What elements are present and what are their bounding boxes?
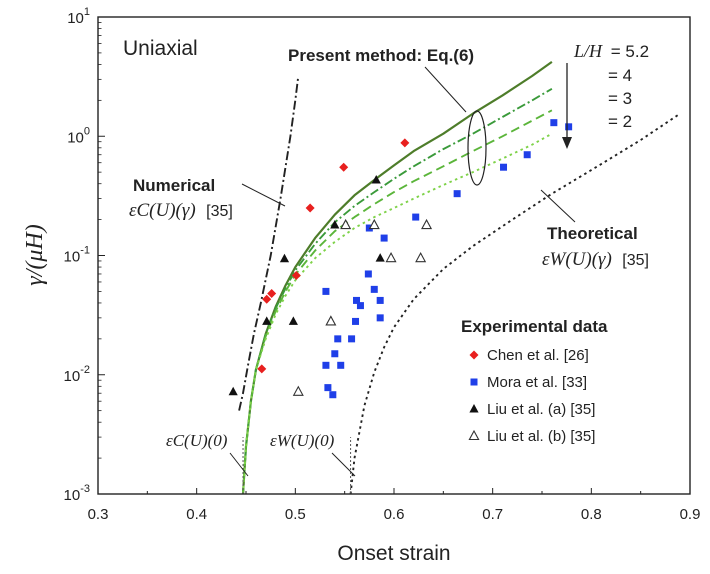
data-point-diamond bbox=[257, 364, 267, 374]
data-point-square bbox=[365, 224, 373, 232]
data-point-square bbox=[337, 361, 345, 369]
y-tick-label: 10-1 bbox=[64, 245, 90, 266]
x-axis: 0.3 0.4 0.5 0.6 0.7 0.8 0.9 bbox=[88, 488, 701, 523]
lh-value-3: = 3 bbox=[608, 89, 632, 108]
legend-marker bbox=[468, 429, 480, 441]
x-tick-label: 0.4 bbox=[186, 506, 207, 523]
data-point-diamond bbox=[400, 138, 410, 148]
y-tick-label: 101 bbox=[67, 6, 90, 27]
legend-item-label: Chen et al. [26] bbox=[487, 347, 589, 364]
y-tick-label: 10-2 bbox=[64, 364, 90, 385]
numerical-formula: εC(U)(γ) [35] bbox=[129, 200, 233, 221]
y-axis-label: γ/(μH) bbox=[22, 224, 48, 286]
data-point-square bbox=[352, 317, 360, 325]
data-point-square bbox=[353, 296, 361, 304]
data-point-triangle-open bbox=[340, 218, 352, 230]
lh-label: L/H = 5.2 bbox=[573, 41, 649, 61]
curves-layer bbox=[238, 61, 681, 495]
data-point-triangle-open bbox=[415, 252, 427, 263]
lh-arrow-head bbox=[562, 137, 572, 149]
lh-value-4: = 4 bbox=[608, 66, 632, 85]
legend-marker bbox=[469, 350, 479, 360]
data-point-square bbox=[329, 391, 337, 399]
data-point-square bbox=[523, 151, 531, 159]
y-tick-label: 100 bbox=[67, 125, 90, 146]
data-point-square bbox=[364, 270, 372, 278]
data-point-triangle bbox=[330, 220, 340, 229]
numerical-leader bbox=[241, 183, 286, 207]
data-point-diamond bbox=[339, 162, 349, 172]
ec0-label: εC(U)(0) bbox=[166, 431, 228, 450]
curve-numerical bbox=[238, 75, 300, 411]
data-point-diamond bbox=[291, 270, 301, 280]
data-point-square bbox=[334, 335, 342, 343]
panel-label: Uniaxial bbox=[123, 37, 198, 60]
data-point-triangle-open bbox=[385, 252, 397, 263]
data-point-square bbox=[370, 285, 378, 293]
ew0-label: εW(U)(0) bbox=[270, 431, 335, 450]
data-point-square bbox=[322, 361, 330, 369]
markers-layer bbox=[228, 119, 573, 399]
legend-item-label: Mora et al. [33] bbox=[487, 374, 587, 391]
data-point-square bbox=[376, 296, 384, 304]
numerical-label: Numerical bbox=[133, 176, 215, 195]
data-point-square bbox=[331, 350, 339, 358]
data-point-square bbox=[356, 302, 364, 310]
legend-marker bbox=[469, 404, 479, 413]
x-tick-label: 0.5 bbox=[285, 506, 306, 523]
data-point-triangle bbox=[375, 253, 385, 262]
x-tick-label: 0.6 bbox=[384, 506, 405, 523]
legend-marker bbox=[470, 378, 478, 386]
present-method-leader bbox=[424, 66, 467, 113]
ew0-leader bbox=[331, 452, 356, 477]
legend-title: Experimental data bbox=[461, 317, 608, 336]
data-point-triangle-open bbox=[368, 218, 380, 230]
data-point-triangle bbox=[288, 316, 298, 325]
lh-value-2: = 2 bbox=[608, 112, 632, 131]
data-point-square bbox=[322, 287, 330, 295]
data-point-diamond bbox=[262, 294, 272, 304]
data-point-triangle bbox=[279, 253, 290, 263]
data-point-triangle-open bbox=[421, 218, 433, 230]
data-point-triangle bbox=[228, 386, 238, 396]
data-point-square bbox=[550, 119, 558, 127]
data-point-square bbox=[380, 234, 388, 242]
legend: Chen et al. [26] Mora et al. [33] Liu et a… bbox=[468, 347, 595, 445]
data-point-square bbox=[376, 314, 384, 322]
curve-l-h-2 bbox=[242, 132, 553, 495]
theoretical-formula: εW(U)(γ) [35] bbox=[542, 249, 649, 270]
data-point-square bbox=[565, 123, 573, 131]
legend-item-label: Liu et al. (a) [35] bbox=[487, 401, 595, 418]
curve-group-ellipse bbox=[467, 110, 487, 186]
x-tick-label: 0.8 bbox=[581, 506, 602, 523]
theoretical-leader bbox=[540, 189, 576, 223]
data-point-square bbox=[500, 163, 508, 171]
data-point-diamond bbox=[267, 289, 277, 299]
curve-l-h-3 bbox=[242, 109, 553, 495]
curve-theoretical bbox=[349, 112, 681, 495]
data-point-square bbox=[412, 213, 420, 221]
legend-item-label: Liu et al. (b) [35] bbox=[487, 428, 595, 445]
data-point-triangle-open bbox=[292, 385, 304, 396]
y-axis: 101 100 10-1 10-2 10-3 bbox=[64, 6, 105, 504]
data-point-triangle-open bbox=[325, 315, 337, 326]
data-point-square bbox=[453, 190, 461, 198]
x-tick-label: 0.9 bbox=[680, 506, 701, 523]
data-point-triangle bbox=[371, 174, 381, 184]
x-tick-label: 0.7 bbox=[482, 506, 503, 523]
x-tick-label: 0.3 bbox=[88, 506, 109, 523]
data-point-square bbox=[348, 335, 356, 343]
present-method-label: Present method: Eq.(6) bbox=[288, 46, 474, 65]
data-point-triangle bbox=[262, 316, 272, 325]
data-point-diamond bbox=[305, 203, 315, 213]
ec0-leader bbox=[229, 452, 249, 477]
x-axis-label: Onset strain bbox=[337, 542, 450, 565]
theoretical-label: Theoretical bbox=[547, 224, 638, 243]
y-tick-label: 10-3 bbox=[64, 483, 90, 504]
data-point-square bbox=[324, 384, 332, 392]
